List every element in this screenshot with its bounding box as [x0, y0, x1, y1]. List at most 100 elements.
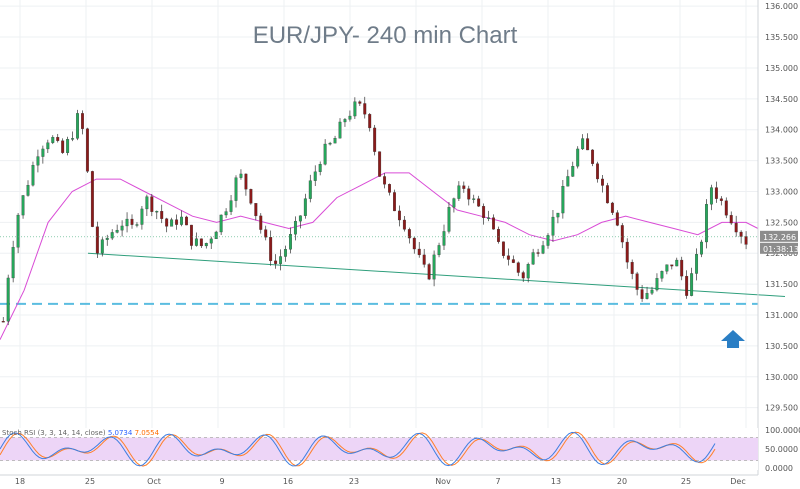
candle-body: [135, 224, 139, 226]
candle-body: [729, 215, 733, 224]
candle-body: [442, 231, 446, 246]
candle-body: [61, 140, 65, 153]
candle-body: [576, 148, 580, 167]
candle-body: [71, 138, 75, 140]
price-tick-label: 136.000: [765, 2, 798, 11]
candle-body: [427, 264, 431, 280]
candle-body: [194, 238, 198, 246]
candle-body: [76, 113, 79, 139]
candle-body: [125, 218, 129, 227]
price-tick-label: 131.000: [765, 311, 798, 320]
candle-body: [670, 264, 674, 267]
candle-body: [506, 255, 510, 260]
date-tick-label: Nov: [435, 477, 451, 485]
candle-body: [393, 192, 396, 212]
candle-body: [199, 238, 203, 247]
price-tick-label: 129.500: [765, 404, 798, 413]
candle-body: [66, 139, 70, 153]
price-tick-label: 135.000: [765, 64, 798, 73]
candle-body: [150, 196, 154, 212]
candle-body: [274, 260, 278, 264]
candle-body: [417, 248, 421, 256]
candle-body: [531, 252, 535, 265]
candle-body: [724, 200, 728, 216]
candle-body: [185, 216, 188, 226]
candle-body: [680, 259, 684, 277]
candle-body: [333, 138, 337, 144]
price-axis: 136.000 135.500 135.000 134.500 134.000 133.5…: [0, 0, 799, 475]
candle-body: [373, 127, 377, 152]
candle-body: [605, 185, 609, 204]
chart-title: EUR/JPY- 240 min Chart: [252, 22, 518, 49]
candle-body: [407, 229, 411, 239]
candle-body: [358, 101, 362, 104]
candle-body: [477, 198, 481, 207]
candle-body: [26, 185, 30, 196]
candle-body: [556, 212, 560, 218]
candle-body: [41, 148, 45, 157]
candle-body: [665, 264, 669, 272]
candle-body: [204, 242, 208, 247]
candle-body: [516, 262, 520, 273]
candle-body: [635, 273, 639, 290]
candle-body: [734, 222, 738, 233]
candle-body: [402, 219, 406, 230]
countdown-label: 01:38:13: [763, 245, 799, 254]
candle-body: [85, 128, 89, 172]
candle-body: [254, 203, 258, 217]
candle-body: [343, 119, 347, 123]
candle-body: [21, 195, 25, 216]
oscillator-tick-label: 50.0000: [765, 445, 798, 454]
candle-body: [675, 259, 679, 267]
current-price-label: 132.266: [763, 233, 796, 242]
candle-body: [739, 231, 743, 237]
candle-body: [46, 142, 50, 150]
candle-body: [397, 210, 401, 221]
date-tick-label: 20: [617, 477, 627, 485]
candle-body: [596, 163, 599, 180]
candle-body: [526, 264, 530, 279]
candle-body: [264, 229, 268, 238]
candle-body: [155, 211, 159, 213]
candle-body: [630, 262, 634, 274]
candle-body: [571, 166, 575, 177]
candle-body: [685, 275, 689, 296]
candle-body: [11, 247, 15, 279]
candle-body: [536, 252, 540, 254]
candle-body: [189, 224, 193, 246]
candle-body: [115, 229, 119, 233]
candle-body: [175, 219, 179, 225]
candle-body: [31, 165, 35, 186]
candle-body: [705, 204, 708, 243]
price-tick-label: 134.000: [765, 126, 798, 135]
date-tick-label: 18: [15, 477, 25, 485]
candle-body: [432, 254, 436, 280]
date-tick-label: 25: [681, 477, 691, 485]
candle-body: [620, 225, 624, 243]
candle-body: [640, 289, 644, 299]
candle-body: [328, 142, 332, 145]
candle-body: [650, 289, 654, 294]
candle-body: [100, 239, 104, 254]
candle-body: [714, 187, 718, 199]
marker-layer: [721, 330, 745, 348]
candle-body: [551, 216, 555, 236]
candle-body: [472, 198, 476, 200]
candle-body: [279, 256, 283, 264]
candle-body: [110, 232, 114, 239]
candle-body: [244, 173, 248, 190]
candle-body: [313, 171, 317, 181]
candle-body: [120, 225, 124, 231]
candle-body: [744, 236, 748, 245]
candle-body: [541, 245, 545, 254]
price-tick-label: 130.500: [765, 342, 798, 351]
candle-body: [457, 185, 461, 199]
candle-body: [6, 277, 10, 322]
candle-body: [452, 198, 456, 208]
oscillator-legend: Stoch RSI (3, 3, 14, 14, close) 5.0734 7…: [2, 429, 159, 437]
candle-body: [501, 241, 505, 256]
candle-body: [105, 237, 109, 240]
candlestick-layer: [1, 96, 748, 326]
price-tick-label: 130.000: [765, 373, 798, 382]
